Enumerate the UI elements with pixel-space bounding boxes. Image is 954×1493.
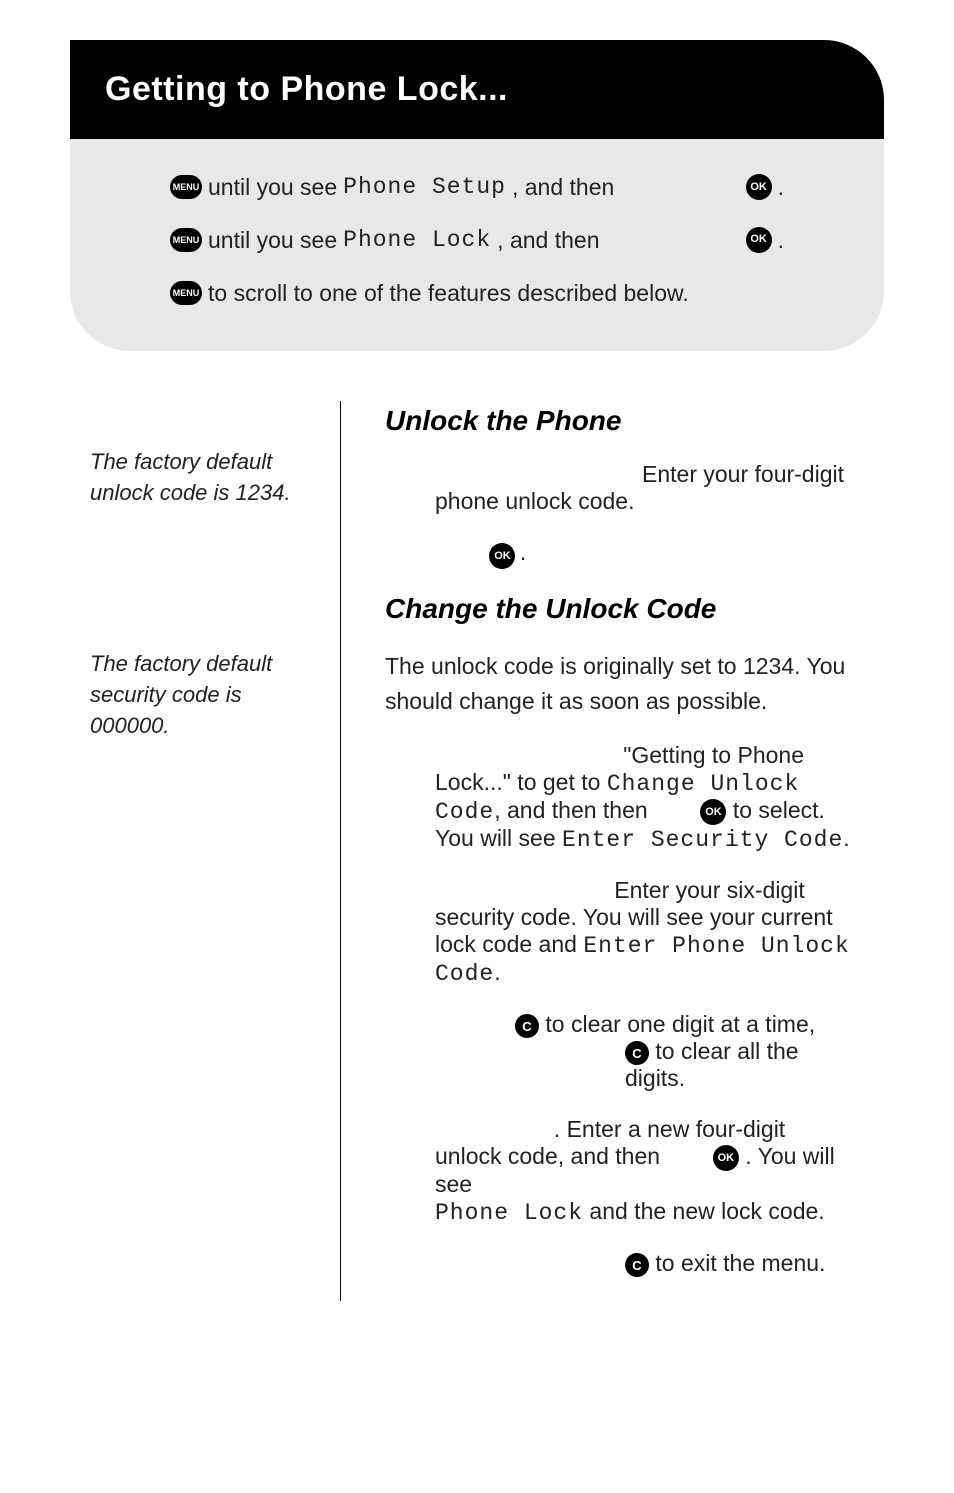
lcd-text: Phone Lock bbox=[343, 222, 491, 259]
main-content: The factory default unlock code is 1234.… bbox=[70, 401, 884, 1301]
text: Lock..." to get to bbox=[435, 769, 607, 795]
c-icon: C bbox=[515, 1014, 539, 1038]
sidebar: The factory default unlock code is 1234.… bbox=[90, 401, 310, 1301]
text: to clear all the digits. bbox=[625, 1038, 799, 1091]
menu-icon: MENU bbox=[170, 175, 202, 199]
ok-icon: OK bbox=[700, 799, 726, 825]
text: , and then bbox=[494, 797, 603, 823]
text: . bbox=[778, 222, 784, 259]
change-step-4: . Enter a new four-digit unlock code, an… bbox=[385, 1116, 864, 1226]
change-intro: The unlock code is originally set to 123… bbox=[385, 649, 864, 718]
text: , and then bbox=[497, 222, 599, 259]
header-block: Getting to Phone Lock... bbox=[70, 40, 884, 139]
text: until you see bbox=[208, 169, 337, 206]
text: . bbox=[843, 825, 849, 851]
section-title-change: Change the Unlock Code bbox=[385, 593, 864, 625]
instruction-line-3: MENU to scroll to one of the features de… bbox=[170, 275, 784, 312]
instruction-line-2: MENU until you see Phone Lock , and then… bbox=[170, 222, 784, 259]
unlock-step-2: OK . bbox=[385, 539, 864, 569]
ok-icon: OK bbox=[489, 543, 515, 569]
lcd-text: Phone Setup bbox=[343, 169, 506, 206]
text: . Enter a new four-digit bbox=[435, 1116, 864, 1143]
text: Enter your six-digit bbox=[435, 877, 864, 904]
c-icon: C bbox=[625, 1253, 649, 1277]
text: to scroll to one of the features describ… bbox=[208, 275, 689, 312]
section-title-unlock: Unlock the Phone bbox=[385, 405, 864, 437]
lcd-text: Phone Lock bbox=[435, 1200, 583, 1226]
unlock-step-1: Enter your four-digit phone unlock code. bbox=[385, 461, 864, 515]
text: . bbox=[520, 539, 526, 565]
instructions-box: MENU until you see Phone Setup , and the… bbox=[70, 139, 884, 351]
text: "Getting to Phone bbox=[435, 742, 864, 769]
c-icon: C bbox=[625, 1041, 649, 1065]
text: Enter your four-digit bbox=[435, 461, 864, 488]
ok-icon: OK bbox=[746, 227, 772, 253]
ok-icon: OK bbox=[713, 1145, 739, 1171]
change-step-1: "Getting to Phone Lock..." to get to Cha… bbox=[385, 742, 864, 853]
page-title: Getting to Phone Lock... bbox=[105, 70, 849, 109]
ok-icon: OK bbox=[746, 174, 772, 200]
sidebar-note-2: The factory default security code is 000… bbox=[90, 649, 310, 741]
change-step-2: Enter your six-digit security code. You … bbox=[385, 877, 864, 987]
sidebar-note-1: The factory default unlock code is 1234. bbox=[90, 447, 310, 509]
vertical-divider bbox=[340, 401, 341, 1301]
change-step-5: C to exit the menu. bbox=[385, 1250, 864, 1277]
text: to clear one digit at a time, bbox=[545, 1011, 815, 1037]
text: unlock code, and then bbox=[435, 1143, 666, 1169]
text: . bbox=[778, 169, 784, 206]
text: and the new lock code. bbox=[583, 1198, 825, 1224]
text: , and then bbox=[512, 169, 614, 206]
text: until you see bbox=[208, 222, 337, 259]
menu-icon: MENU bbox=[170, 281, 202, 305]
text: . bbox=[494, 959, 500, 985]
change-step-3: C to clear one digit at a time, C to cle… bbox=[385, 1011, 864, 1092]
lcd-text: Enter Security Code bbox=[562, 827, 843, 853]
text: to exit the menu. bbox=[655, 1250, 825, 1276]
right-column: Unlock the Phone Enter your four-digit p… bbox=[385, 401, 884, 1301]
text: phone unlock code. bbox=[435, 488, 864, 515]
instruction-line-1: MENU until you see Phone Setup , and the… bbox=[170, 169, 784, 206]
menu-icon: MENU bbox=[170, 228, 202, 252]
